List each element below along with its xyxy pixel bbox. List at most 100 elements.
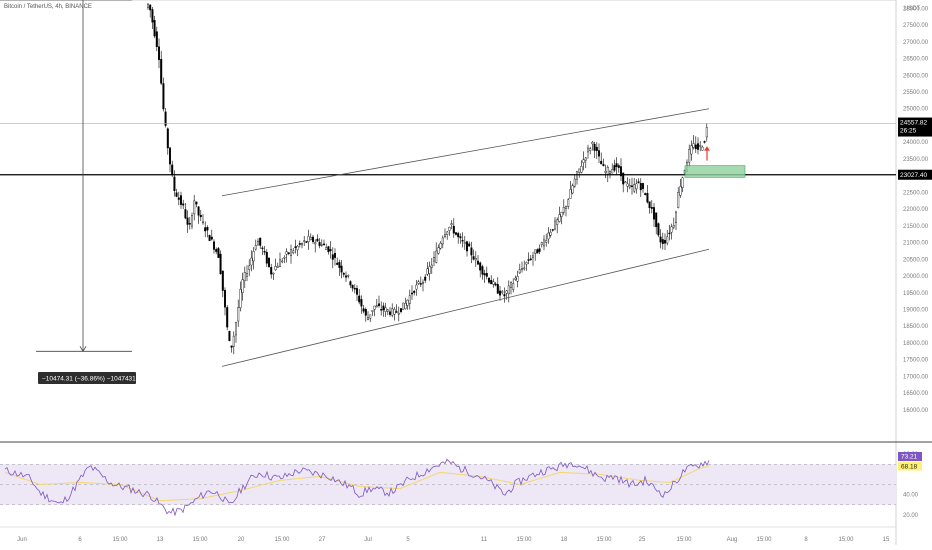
candle-down [382,305,385,311]
price-tick-label: 23500.00 [903,157,929,163]
candle-up [276,265,279,268]
candle-down [400,308,403,312]
candle-up [439,243,442,249]
candle-down [620,166,623,177]
candle-up [404,302,407,309]
candle-down [268,257,271,267]
currency-label: USDT [904,6,921,12]
price-tick-label: 19000.00 [903,308,929,314]
candle-down [318,242,321,246]
candle-up [367,317,370,320]
candle-up [426,268,429,275]
candle-up [281,260,284,263]
candle-up [279,259,282,267]
candle-down [637,181,640,184]
candle-down [411,292,414,295]
candle-up [611,169,614,174]
candle-down [364,309,367,316]
candle-up [666,236,669,244]
candle-down [223,290,226,308]
candle-down [477,260,480,265]
candle-up [677,192,680,208]
candle-up [285,251,288,255]
candle-up [463,242,466,244]
candle-down [197,206,200,216]
candle-up [373,305,376,310]
candle-down [168,147,171,165]
candle-down [615,163,618,167]
candle-up [701,146,704,151]
channel-lower-line [221,248,710,367]
time-tick-label: Jun [17,537,27,543]
candle-down [457,233,460,238]
candle-down [455,232,458,235]
candle-up [296,245,299,251]
candle-up [201,221,204,224]
candle-down [551,229,554,231]
rsi-pane [0,458,896,517]
time-tick-label: 15:00 [756,537,772,543]
time-tick-label: 15:00 [192,537,208,543]
candle-down [527,259,530,261]
candle-down [195,201,198,205]
candle-down [358,295,361,303]
candle-up [514,277,517,280]
candle-up [232,335,235,347]
candle-up [290,249,293,256]
candle-up [584,157,587,161]
candle-down [459,236,462,239]
candle-down [595,146,598,151]
candle-up [560,212,563,217]
candle-down [466,241,469,252]
candle-down [206,227,209,231]
candle-down [395,311,398,313]
candle-up [283,256,286,259]
candle-up [591,142,594,145]
candle-down [230,345,233,348]
candle-down [644,193,647,196]
candle-down [602,164,605,167]
candle-up [534,249,537,254]
candle-down [353,288,356,290]
price-tick-label: 27500.00 [903,23,929,29]
candle-up [257,240,260,246]
time-tick-label: 6 [78,537,82,543]
candle-down [226,307,229,328]
candle-up [397,312,400,315]
candle-up [633,184,636,192]
candle-down [294,246,297,248]
time-tick-label: 15:00 [516,537,532,543]
candle-up [675,211,678,224]
candle-up [193,200,196,215]
candle-up [543,239,546,247]
candle-up [628,184,631,188]
price-tick-label: 16000.00 [903,408,929,414]
candle-down [153,20,156,37]
candle-down [351,285,354,289]
candle-up [325,247,328,250]
price-tick-label: 26000.00 [903,73,929,79]
candle-down [481,266,484,275]
candle-down [265,252,268,264]
candle-down [204,227,207,232]
candle-down [177,197,180,200]
candle-up [556,219,559,225]
candle-down [215,249,218,252]
price-tick-label: 27000.00 [903,40,929,46]
candle-up [241,279,244,293]
time-tick-label: 15:00 [112,537,128,543]
candle-down [642,183,645,189]
time-tick-label: 18 [561,537,568,543]
candle-up [507,285,510,295]
price-tick-label: 22000.00 [903,207,929,213]
price-tick-label: 21000.00 [903,241,929,247]
measure-label-box [38,372,136,384]
time-tick-label: 20 [238,537,245,543]
last-price-tag [898,117,932,137]
candle-up [245,273,248,277]
candle-up [670,226,673,233]
candle-down [490,280,493,285]
time-tick-label: 25 [639,537,646,543]
time-tick-label: 5 [406,537,410,543]
